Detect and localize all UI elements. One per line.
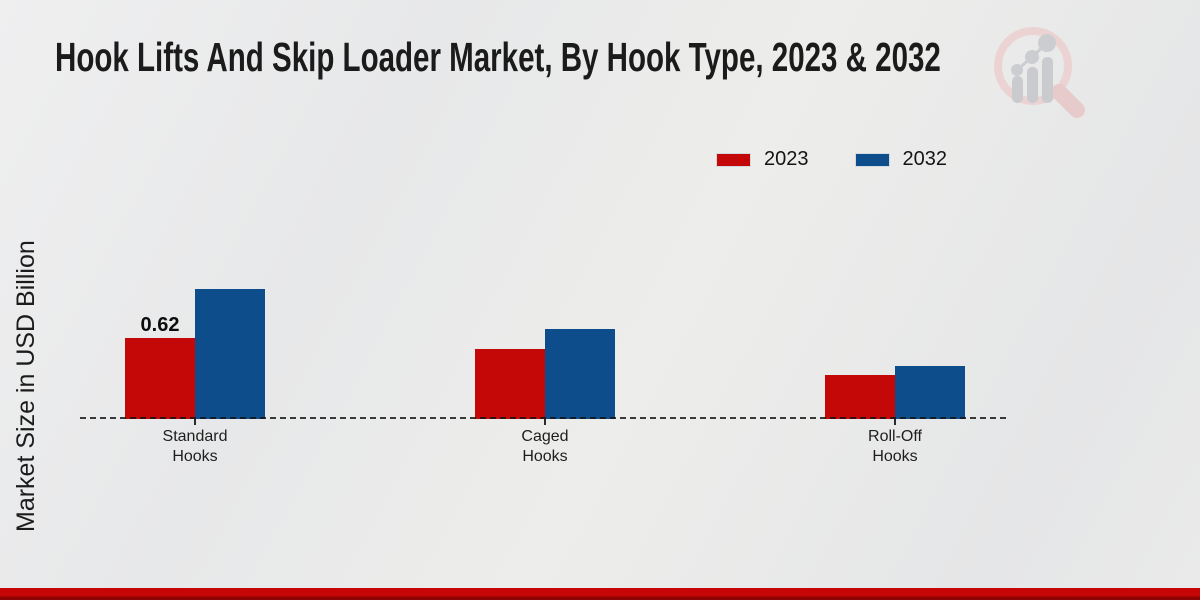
category-label-roll-off-hooks: Roll-Off Hooks (868, 428, 922, 465)
x-axis-tick-caged-hooks (544, 419, 546, 425)
legend-item-2023: 2023 (716, 148, 809, 171)
bar-2032-roll-off-hooks (895, 366, 965, 419)
legend-label-2023: 2023 (764, 148, 809, 170)
chart-title: Hook Lifts And Skip Loader Market, By Ho… (55, 34, 941, 80)
bar-2023-standard-hooks (125, 338, 195, 419)
bar-2032-standard-hooks (195, 289, 265, 419)
x-axis-tick-standard-hooks (194, 419, 196, 425)
bar-2032-caged-hooks (545, 329, 615, 419)
category-label-caged-hooks: Caged Hooks (521, 428, 569, 465)
legend-label-2032: 2032 (902, 148, 948, 170)
watermark-logo (994, 27, 1085, 118)
legend: 2023 2032 (716, 148, 947, 171)
bar-2023-roll-off-hooks (825, 375, 895, 419)
legend-color-swatch-2032 (854, 152, 890, 167)
category-label-standard-hooks: Standard Hooks (162, 428, 228, 465)
legend-item-2032: 2032 (854, 148, 948, 171)
bar-value-label-2023-standard-hooks: 0.62 (140, 314, 180, 336)
x-axis-baseline (80, 417, 1006, 419)
x-axis-tick-roll-off-hooks (894, 419, 896, 425)
bar-2023-caged-hooks (475, 349, 545, 419)
footer-band (0, 588, 1200, 600)
legend-color-swatch-2023 (716, 152, 751, 167)
